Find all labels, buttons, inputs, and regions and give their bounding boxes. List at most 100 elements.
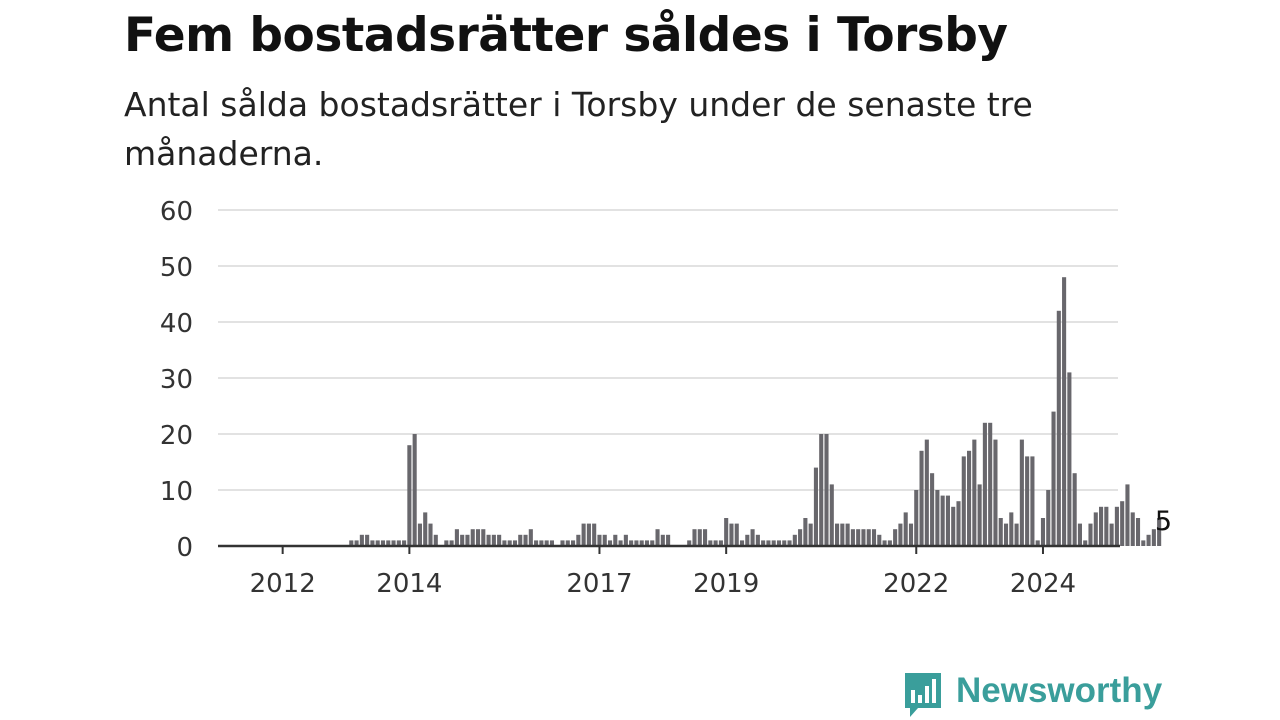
bar [644,540,650,546]
bar [660,534,665,546]
bar [428,523,433,546]
bar [454,529,459,546]
y-tick-label: 60 [160,197,193,227]
bar [713,540,718,546]
bar [924,439,929,546]
bar [1130,512,1135,546]
bar [534,540,539,546]
bar [1114,506,1119,546]
bar [507,540,512,546]
bar [576,534,581,546]
bar [1077,523,1082,546]
bar [718,540,723,546]
bar [893,529,898,546]
bar [803,518,808,546]
bar [486,534,491,546]
bar [1003,523,1009,546]
bar [359,534,364,546]
chart-title: Fem bostadsrätter såldes i Torsby [124,8,1008,63]
bar [365,534,370,546]
bar [824,434,829,546]
y-tick-label: 40 [160,309,193,339]
bar [402,540,407,546]
bar [449,540,454,546]
bar [771,540,776,546]
bar [782,540,787,546]
bar [586,523,591,546]
bar [539,540,544,546]
bar [1062,277,1067,546]
bar [370,540,375,546]
x-axis [218,544,1120,554]
y-axis-tick-labels: 0 10 20 30 40 50 60 [160,197,193,563]
bar [866,529,871,546]
bar [475,529,481,546]
bar [945,495,950,546]
bar [734,523,739,546]
bar [898,523,903,546]
bar [1030,456,1035,546]
bar [1056,310,1061,546]
bar [935,490,940,546]
bar [1088,523,1093,546]
bar [1051,411,1056,546]
bar [470,529,475,546]
bar [745,534,750,546]
bar [961,456,966,546]
bar [380,540,386,546]
bar [903,512,908,546]
y-tick-label: 30 [160,365,193,395]
bar [528,529,533,546]
bar [967,450,972,546]
bar [697,529,702,546]
bar [787,540,792,546]
bar [666,534,671,546]
bar [761,540,766,546]
y-tick-label: 0 [176,533,193,563]
y-tick-label: 50 [160,253,193,283]
bar-chart: 0 10 20 30 40 50 60 2012 2014 2017 2019 2022 2024 5 [160,197,1172,599]
bar [755,534,760,546]
bar [908,523,914,546]
bar [919,450,924,546]
bar [1151,529,1156,546]
bar [396,540,401,546]
bar [819,434,824,546]
bar [1120,501,1125,546]
newsworthy-logo-icon [905,673,941,717]
bar [502,540,507,546]
bar [549,540,554,546]
highlight-value-label: 5 [1155,506,1172,537]
bar [687,540,692,546]
bar [972,439,977,546]
bar [650,540,655,546]
bar [581,523,586,546]
bar [887,540,892,546]
x-tick-label: 2017 [566,569,632,599]
bar [375,540,380,546]
bar [708,540,713,546]
bar [460,534,465,546]
x-tick-label: 2022 [883,569,949,599]
bar [1099,506,1104,546]
bar [977,484,982,546]
bar [1135,518,1141,546]
bar [840,523,845,546]
bar [560,540,565,546]
bar [1067,372,1072,546]
bar [565,540,570,546]
bar [544,540,549,546]
bar [491,534,496,546]
bar [750,529,755,546]
bar [634,540,639,546]
bar [1025,456,1030,546]
bar [349,540,354,546]
bar [877,534,882,546]
bar [988,422,993,546]
bar [871,529,877,546]
bar [1035,540,1040,546]
bar [423,512,428,546]
bar [512,540,518,546]
y-tick-label: 10 [160,477,193,507]
bar [607,540,613,546]
